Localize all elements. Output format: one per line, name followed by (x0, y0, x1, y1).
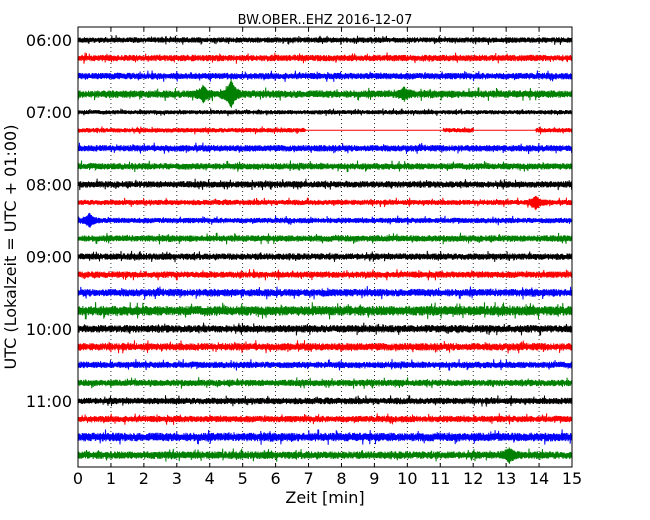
chart-title: BW.OBER..EHZ 2016-12-07 (238, 13, 413, 28)
trace-1000 (77, 322, 573, 336)
trace-1030 (77, 359, 573, 371)
trace-0915 (77, 269, 573, 281)
y-tick-labels: 06:00 07:00 08:00 09:00 10:00 11:00 (26, 31, 72, 411)
x-tick-label: 4 (205, 469, 215, 488)
x-tick-label: 9 (369, 469, 379, 488)
x-tick-label: 1 (106, 469, 116, 488)
y-tick-label: 06:00 (26, 31, 72, 50)
trace-0700 (77, 108, 573, 117)
x-tick-label: 10 (397, 469, 417, 488)
x-tick-label: 12 (463, 469, 483, 488)
x-tick-label: 3 (172, 469, 182, 488)
x-tick-labels: 0 1 2 3 4 5 6 7 8 9 10 11 12 13 14 15 (73, 469, 582, 488)
y-tick-label: 10:00 (26, 320, 72, 339)
y-tick-label: 09:00 (26, 248, 72, 267)
trace-0815 (77, 195, 573, 211)
trace-0845 (77, 232, 573, 245)
x-tick-label: 13 (496, 469, 516, 488)
y-tick-label: 11:00 (26, 392, 72, 411)
trace-1045 (77, 377, 573, 389)
trace-0830 (77, 212, 573, 228)
x-tick-label: 11 (430, 469, 450, 488)
y-axis-label: UTC (Lokalzeit = UTC + 01:00) (1, 125, 20, 370)
trace-0745 (77, 160, 573, 173)
trace-1015 (77, 340, 573, 354)
trace-0715 (77, 126, 573, 135)
trace-0945 (77, 302, 573, 320)
trace-0645 (77, 78, 573, 108)
trace-1115 (77, 413, 573, 425)
trace-1100 (77, 395, 573, 407)
x-tick-label: 15 (562, 469, 582, 488)
x-axis-label: Zeit [min] (285, 488, 364, 507)
trace-0900 (77, 250, 573, 263)
plot-frame (77, 26, 573, 468)
trace-0615 (77, 52, 573, 64)
x-tick-label: 7 (303, 469, 313, 488)
x-tick-label: 2 (139, 469, 149, 488)
y-tick-label: 08:00 (26, 175, 72, 194)
x-tick-label: 5 (238, 469, 248, 488)
x-tick-label: 0 (73, 469, 83, 488)
trace-1130 (77, 429, 573, 445)
x-tick-label: 14 (529, 469, 549, 488)
trace-0730 (77, 142, 573, 155)
trace-1145 (77, 447, 573, 464)
trace-0800 (77, 178, 573, 191)
axis-ticks (77, 27, 573, 467)
x-tick-label: 6 (271, 469, 281, 488)
trace-0930 (77, 286, 573, 300)
trace-0600 (77, 35, 573, 45)
trace-0630 (77, 70, 573, 82)
seismogram-traces (77, 35, 573, 464)
x-tick-label: 8 (336, 469, 346, 488)
y-tick-label: 07:00 (26, 103, 72, 122)
grid-lines (110, 27, 540, 467)
